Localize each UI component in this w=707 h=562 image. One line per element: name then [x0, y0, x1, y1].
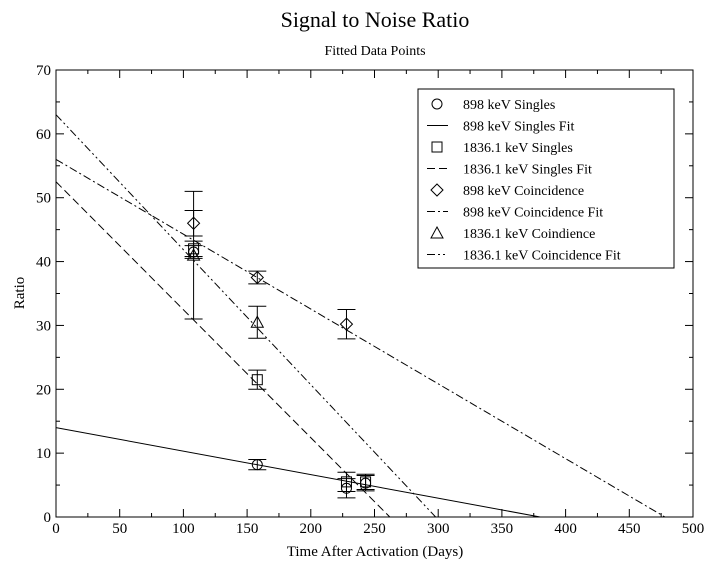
x-tick-label: 350: [491, 521, 514, 537]
legend-label: 898 keV Coincidence: [463, 184, 584, 199]
legend-entry: 898 keV Singles: [431, 98, 555, 113]
x-tick-label: 400: [554, 521, 577, 537]
x-tick-label: 250: [363, 521, 386, 537]
legend-entry: 1836.1 keV Coindience: [430, 225, 595, 242]
fit-line: [55, 427, 541, 518]
legend-circle-marker: [431, 98, 443, 110]
x-tick-label: 500: [682, 521, 705, 537]
legend-entry: 898 keV Singles Fit: [427, 120, 574, 135]
legend-entry: 1836.1 keV Singles Fit: [427, 163, 592, 178]
triangle-marker: [250, 315, 265, 328]
diamond-marker: [250, 270, 264, 285]
data-point-square: [248, 369, 267, 390]
square-marker: [251, 374, 263, 386]
y-tick-label: 40: [36, 255, 51, 271]
triangle-marker: [186, 248, 201, 261]
y-tick-label: 50: [36, 191, 51, 207]
data-point-diamond: [248, 270, 267, 285]
legend-entry: 898 keV Coincidence: [430, 183, 584, 199]
legend-label: 1836.1 keV Singles: [463, 141, 573, 156]
diamond-marker: [339, 317, 354, 331]
x-tick-label: 50: [112, 521, 127, 537]
circle-marker: [251, 459, 263, 471]
x-tick-label: 100: [172, 521, 195, 537]
fit-line: [55, 181, 391, 518]
y-axis-label: Ratio: [12, 277, 28, 310]
square-marker: [360, 476, 372, 488]
chart-subtitle: Fitted Data Points: [324, 44, 425, 59]
x-tick-label: 200: [300, 521, 323, 537]
data-points: [184, 190, 375, 499]
y-tick-label: 70: [36, 63, 51, 79]
legend-entry: 898 keV Coincidence Fit: [427, 206, 603, 221]
legend-label: 1836.1 keV Coindience: [463, 227, 595, 242]
y-tick-label: 20: [36, 382, 51, 398]
legend-box: [417, 88, 675, 269]
chart-title: Signal to Noise Ratio: [281, 7, 470, 32]
legend-label: 898 keV Singles: [463, 98, 555, 113]
axis-ticks: 0 50 100 150 200 250 300 350 400 450 500 0 10 20 30 40 5…: [36, 63, 704, 537]
legend-label: 898 keV Coincidence Fit: [463, 206, 603, 221]
x-axis-label: Time After Activation (Days): [287, 544, 464, 560]
x-tick-label: 300: [427, 521, 450, 537]
x-tick-label: 450: [618, 521, 641, 537]
fit-line: [55, 114, 437, 518]
data-point-circle: [248, 459, 267, 471]
data-point-triangle: [248, 305, 267, 339]
x-tick-label: 0: [52, 521, 60, 537]
legend-entry: 1836.1 keV Coincidence Fit: [427, 249, 621, 264]
y-tick-label: 60: [36, 127, 51, 143]
legend-label: 1836.1 keV Singles Fit: [463, 163, 592, 178]
y-tick-label: 30: [36, 318, 51, 334]
legend-entry: 1836.1 keV Singles: [431, 141, 573, 156]
y-tick-label: 10: [36, 446, 51, 462]
square-marker: [340, 476, 352, 488]
legend-square-marker: [431, 141, 443, 153]
fit-lines: [55, 114, 666, 518]
legend-label: 898 keV Singles Fit: [463, 120, 574, 135]
data-point-square: [356, 473, 375, 491]
legend: 898 keV Singles 898 keV Singles Fit 1836.1…: [417, 88, 675, 269]
legend-label: 1836.1 keV Coincidence Fit: [463, 249, 621, 264]
legend-diamond-marker: [430, 183, 444, 197]
data-point-triangle: [184, 190, 203, 320]
legend-triangle-marker: [430, 225, 444, 239]
data-point-diamond: [337, 308, 356, 340]
y-tick-label: 0: [44, 510, 52, 526]
x-tick-label: 150: [236, 521, 259, 537]
data-point-square: [337, 471, 356, 492]
fit-line: [55, 158, 666, 518]
